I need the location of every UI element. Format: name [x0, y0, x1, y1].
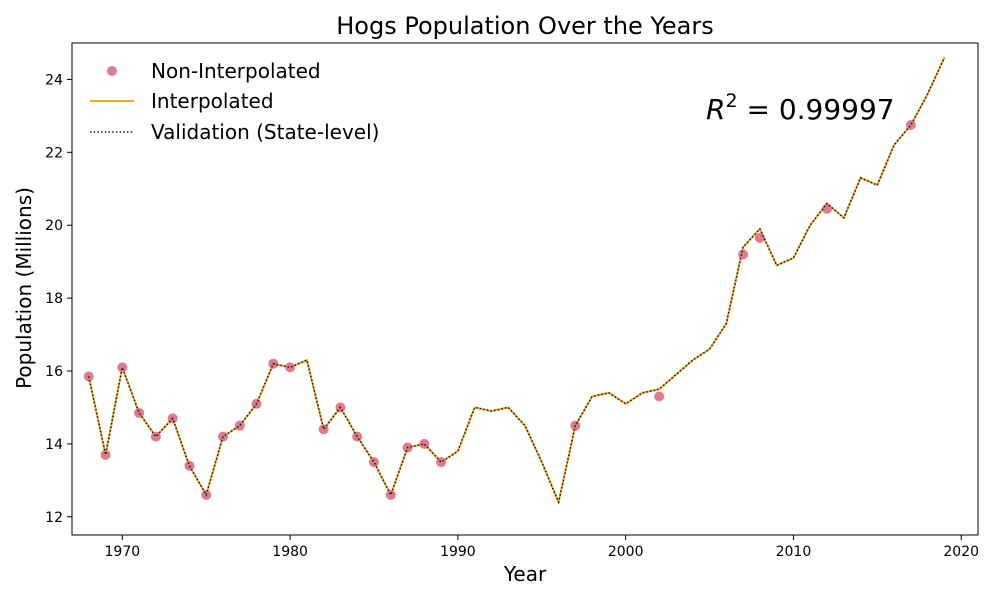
non-interpolated-point	[100, 449, 111, 460]
non-interpolated-point	[318, 424, 329, 435]
plot-frame	[71, 42, 979, 536]
x-axis: 1970 1980 1990 2000 2010 2020	[105, 535, 979, 560]
non-interpolated-point	[234, 420, 245, 431]
y-axis-label: Population (Millions)	[12, 187, 36, 389]
x-axis-label: Year	[503, 562, 547, 586]
x-tick-label: 1990	[440, 544, 476, 560]
plot-area	[83, 57, 946, 505]
x-tick-label: 1970	[105, 544, 141, 560]
non-interpolated-point	[905, 120, 916, 130]
legend: Non-Interpolated Interpolated Validation (…	[90, 59, 379, 144]
non-interpolated-point	[436, 457, 447, 468]
x-tick-label: 2010	[776, 544, 812, 560]
chart-title: Hogs Population Over the Years	[336, 12, 714, 40]
legend-label: Interpolated	[151, 89, 274, 113]
y-axis: 12 14 16 18 20 22 24	[45, 72, 72, 526]
non-interpolated-point	[369, 457, 379, 468]
y-tick-label: 16	[45, 364, 63, 380]
y-tick-label: 20	[45, 218, 63, 234]
legend-label: Non-Interpolated	[151, 59, 321, 83]
non-interpolated-point	[83, 371, 94, 382]
non-interpolated-point	[738, 249, 749, 260]
non-interpolated-point	[385, 489, 396, 500]
non-interpolated-point	[285, 362, 296, 373]
non-interpolated-point	[150, 431, 161, 442]
validation-series-line	[88, 57, 946, 505]
r-squared-annotation: R2 = 0.99997	[706, 90, 895, 126]
non-interpolated-point	[754, 232, 765, 243]
y-tick-label: 22	[45, 145, 63, 161]
non-interpolated-point	[184, 460, 195, 471]
x-tick-label: 2020	[943, 544, 979, 560]
non-interpolated-point	[134, 407, 145, 418]
legend-marker-non-interpolated	[107, 66, 117, 76]
non-interpolated-point	[822, 203, 832, 214]
y-tick-label: 14	[45, 437, 63, 453]
y-tick-label: 24	[45, 72, 63, 88]
non-interpolated-point	[352, 431, 363, 442]
y-tick-label: 18	[45, 291, 63, 307]
non-interpolated-point	[654, 391, 665, 402]
legend-label: Validation (State-level)	[151, 120, 379, 144]
x-tick-label: 2000	[608, 544, 644, 560]
x-tick-label: 1980	[272, 544, 308, 560]
non-interpolated-point	[218, 431, 228, 442]
y-tick-label: 12	[45, 510, 63, 526]
non-interpolated-point	[419, 438, 430, 449]
non-interpolated-point	[117, 362, 128, 373]
